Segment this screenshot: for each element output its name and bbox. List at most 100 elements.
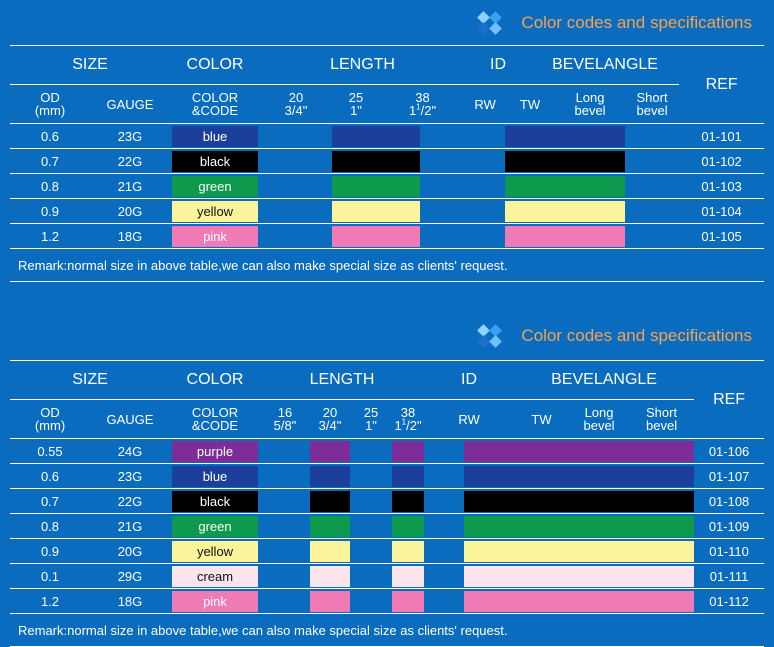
color-bar (464, 540, 695, 562)
color-bar-cell (310, 438, 350, 464)
size-header: SIZE (10, 45, 170, 85)
empty-cell (424, 588, 465, 614)
empty-cell (424, 538, 465, 564)
empty-cell (350, 513, 392, 539)
od-cell: 1.2 (10, 588, 90, 614)
empty-cell (625, 148, 680, 174)
color-bar (310, 465, 350, 487)
table-row: 0.6 23G blue 01-101 (10, 123, 765, 149)
color-bar (464, 515, 695, 537)
color-swatch: purple (172, 440, 258, 462)
color-bar-cell (392, 588, 425, 614)
ref-header: REF (694, 360, 765, 439)
color-bar-cell (464, 438, 695, 464)
empty-cell (260, 148, 332, 174)
od-cell: 0.9 (10, 198, 90, 224)
color-bar-cell (332, 198, 420, 224)
remark-text: Remark:normal size in above table,we can… (10, 613, 765, 647)
color-bar (310, 440, 350, 462)
table-row: 1.2 18G pink 01-105 (10, 223, 765, 249)
color-code-cell: blue (170, 123, 260, 149)
color-code-cell: pink (170, 588, 260, 614)
color-swatch: pink (172, 225, 258, 247)
color-bar (464, 465, 695, 487)
color-swatch: blue (172, 125, 258, 147)
remark-text: Remark:normal size in above table,we can… (10, 248, 765, 282)
table-row: 0.6 23G blue 01-107 (10, 463, 765, 489)
color-bar-cell (505, 123, 626, 149)
color-swatch: cream (172, 565, 258, 587)
length-25-header: 25 1" (332, 84, 380, 124)
gauge-cell: 18G (90, 223, 170, 249)
gauge-cell: 20G (90, 198, 170, 224)
table-row: 0.7 22G black 01-108 (10, 488, 765, 514)
section-title: Color codes and specifications (521, 13, 752, 32)
id-header: ID (424, 360, 515, 400)
spec-table-2: SIZE COLOR LENGTH ID BEVELANGLE REF OD (m… (10, 360, 765, 647)
color-bar (505, 200, 626, 222)
empty-cell (625, 123, 680, 149)
ref-cell: 01-101 (679, 123, 765, 149)
color-bar-cell (332, 123, 420, 149)
gauge-cell: 20G (90, 538, 170, 564)
table-row: 0.55 24G purple 01-106 (10, 438, 765, 464)
bevelangle-header: BEVELANGLE (531, 45, 680, 85)
color-bar-cell (392, 513, 425, 539)
color-bar (392, 515, 425, 537)
spec-table-1: SIZE COLOR LENGTH ID BEVELANGLE REF OD (m… (10, 45, 765, 282)
color-swatch: yellow (172, 540, 258, 562)
color-swatch: black (172, 150, 258, 172)
color-bar (464, 440, 695, 462)
gauge-cell: 22G (90, 148, 170, 174)
color-code-cell: yellow (170, 198, 260, 224)
ref-cell: 01-112 (694, 588, 765, 614)
empty-cell (350, 438, 392, 464)
empty-cell (260, 223, 332, 249)
color-code-cell: cream (170, 563, 260, 589)
empty-cell (260, 563, 310, 589)
empty-cell (424, 438, 465, 464)
table-row: 0.9 20G yellow 01-110 (10, 538, 765, 564)
gauge-cell: 29G (90, 563, 170, 589)
color-bar (464, 590, 695, 612)
color-bar-cell (332, 173, 420, 199)
ref-cell: 01-105 (679, 223, 765, 249)
ref-header: REF (679, 45, 765, 124)
color-bar-cell (310, 588, 350, 614)
gauge-cell: 23G (90, 123, 170, 149)
color-code-cell: green (170, 173, 260, 199)
color-bar (332, 200, 420, 222)
od-cell: 0.8 (10, 173, 90, 199)
color-bar-cell (310, 488, 350, 514)
color-bar-cell (310, 513, 350, 539)
gauge-cell: 24G (90, 438, 170, 464)
section-title-row: Color codes and specifications (477, 10, 752, 36)
tw-header: TW (514, 399, 570, 439)
color-code-cell: pink (170, 223, 260, 249)
color-code-cell: blue (170, 463, 260, 489)
empty-cell (350, 488, 392, 514)
ref-cell: 01-109 (694, 513, 765, 539)
color-bar-cell (464, 488, 695, 514)
ref-cell: 01-110 (694, 538, 765, 564)
length-20-header: 20 3/4" (310, 399, 350, 439)
od-cell: 1.2 (10, 223, 90, 249)
color-bar-cell (464, 563, 695, 589)
color-bar (392, 465, 425, 487)
diamond-logo-icon (477, 11, 511, 35)
color-bar (505, 225, 626, 247)
color-bar-cell (310, 563, 350, 589)
color-swatch: black (172, 490, 258, 512)
empty-cell (350, 538, 392, 564)
color-header: COLOR (170, 45, 260, 85)
empty-cell (420, 198, 506, 224)
ref-cell: 01-107 (694, 463, 765, 489)
od-header: OD (mm) (10, 399, 90, 439)
color-bar-cell (464, 513, 695, 539)
tw-header: TW (505, 84, 556, 124)
od-cell: 0.9 (10, 538, 90, 564)
length-25-header: 25 1" (350, 399, 392, 439)
empty-cell (625, 173, 680, 199)
color-bar-cell (392, 563, 425, 589)
color-bar (310, 540, 350, 562)
